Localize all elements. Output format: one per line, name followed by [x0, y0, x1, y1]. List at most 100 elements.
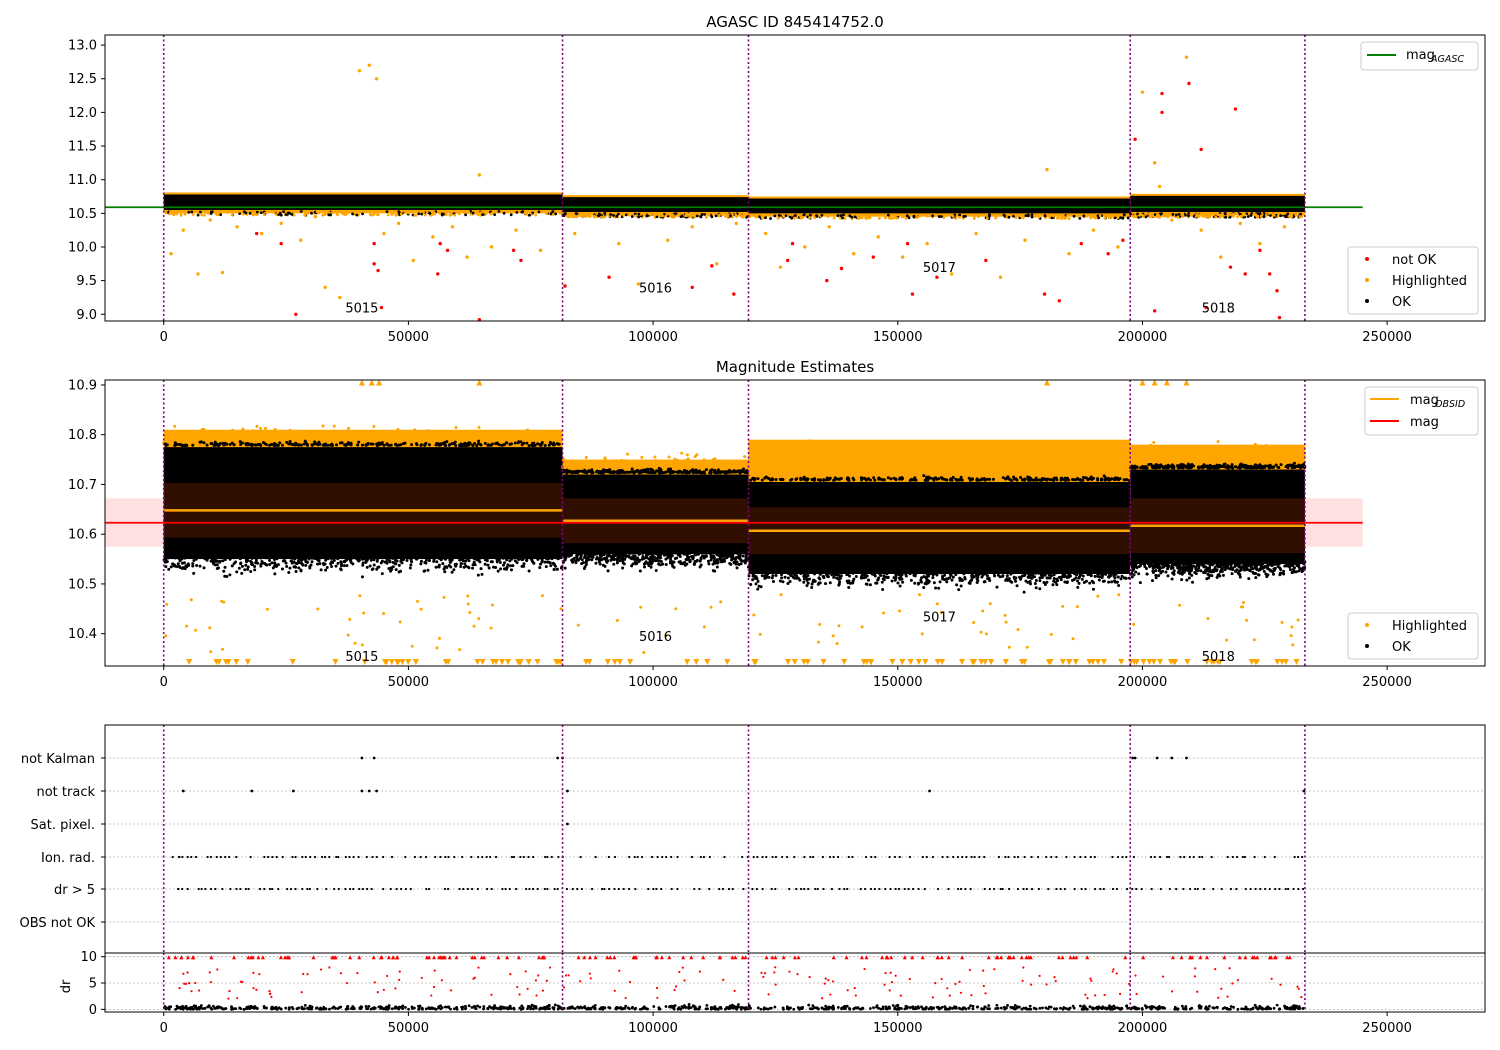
highlighted-point [1079, 469, 1083, 473]
ok-point [239, 562, 243, 566]
ok-point [896, 581, 900, 585]
ok-point [620, 558, 624, 562]
highlighted-point [851, 468, 855, 472]
not-ok-point [279, 241, 283, 246]
ok-point [685, 553, 689, 557]
highlighted-point [850, 461, 854, 465]
ok-point [334, 564, 338, 568]
data-point [278, 211, 282, 215]
highlighted-point [809, 474, 813, 478]
highlighted-point [471, 435, 475, 439]
highlighted-point [533, 432, 537, 436]
ok-point [648, 467, 652, 471]
highlighted-point [715, 464, 719, 468]
data-point [209, 210, 213, 214]
highlighted-point [430, 440, 434, 444]
ok-point [1015, 584, 1019, 588]
ok-point [326, 443, 330, 447]
data-point [206, 211, 210, 215]
data-point [236, 210, 240, 213]
not-ok-point [563, 284, 567, 288]
ok-point [387, 567, 391, 571]
ok-point [1066, 570, 1070, 574]
ok-point [339, 568, 343, 572]
ok-point [1042, 580, 1046, 584]
ok-point [599, 471, 603, 475]
data-point [198, 210, 202, 214]
ok-point [668, 560, 672, 564]
data-point [1205, 214, 1209, 218]
ok-point [1074, 478, 1078, 482]
ok-point [783, 575, 787, 579]
ok-point [1076, 579, 1080, 583]
highlighted-point [895, 473, 899, 477]
ok-point [389, 443, 393, 447]
highlighted-point [1008, 469, 1012, 473]
data-point [985, 214, 989, 218]
highlighted-point [317, 436, 321, 440]
data-point [693, 215, 697, 219]
highlighted-point [590, 463, 594, 467]
data-point [907, 216, 911, 220]
highlighted-point [1258, 458, 1262, 462]
highlighted-point [1087, 468, 1091, 472]
data-point [799, 215, 803, 219]
not-ok-point [1079, 241, 1083, 246]
ok-point [712, 556, 716, 560]
legend-mag-agasc-subscript: AGASC [1430, 54, 1464, 65]
highlighted-point [1189, 454, 1193, 458]
highlighted-point [974, 231, 978, 236]
ok-point [299, 569, 303, 573]
ok-point [551, 443, 555, 447]
highlighted-point [962, 470, 966, 474]
not-ok-point [1243, 272, 1247, 276]
data-point [1231, 214, 1235, 218]
ok-point [767, 575, 771, 579]
ok-point [176, 562, 180, 566]
ok-point [777, 570, 781, 574]
ok-point [480, 572, 484, 576]
ok-point [256, 555, 260, 559]
data-point [464, 213, 467, 217]
ok-point [810, 586, 814, 590]
ok-point [372, 563, 376, 567]
ok-point [372, 558, 376, 562]
highlighted-point [1131, 448, 1135, 452]
highlighted-point [618, 465, 622, 469]
ok-point [988, 477, 992, 481]
ok-point [210, 555, 214, 559]
ok-point [547, 443, 551, 447]
ok-point [1110, 580, 1114, 584]
highlighted-point [935, 461, 939, 465]
ok-point [289, 559, 293, 563]
ok-point [397, 443, 401, 447]
data-point [654, 213, 658, 216]
ok-point [618, 470, 622, 474]
ok-point [415, 557, 419, 561]
ok-point [1071, 478, 1075, 482]
ok-point [393, 561, 397, 565]
ok-point [618, 555, 622, 559]
ok-point [505, 441, 509, 445]
data-point [340, 211, 344, 215]
data-point [469, 212, 473, 216]
ok-point [499, 567, 503, 571]
ok-point [287, 571, 291, 575]
ok-point [758, 570, 762, 574]
ok-point [237, 566, 241, 570]
data-point [1171, 212, 1175, 216]
ok-point [246, 443, 250, 447]
data-point [193, 210, 196, 213]
ok-point [1050, 478, 1054, 482]
highlighted-point [411, 258, 415, 263]
p1-xtick-label: 200000 [1118, 330, 1168, 345]
data-point [1014, 216, 1018, 219]
highlighted-point [1094, 464, 1098, 468]
ok-point [191, 562, 195, 566]
highlighted-point [342, 430, 346, 434]
data-point [808, 213, 812, 217]
ok-point [911, 478, 915, 482]
ok-point [962, 572, 966, 576]
ok-point [729, 470, 733, 474]
